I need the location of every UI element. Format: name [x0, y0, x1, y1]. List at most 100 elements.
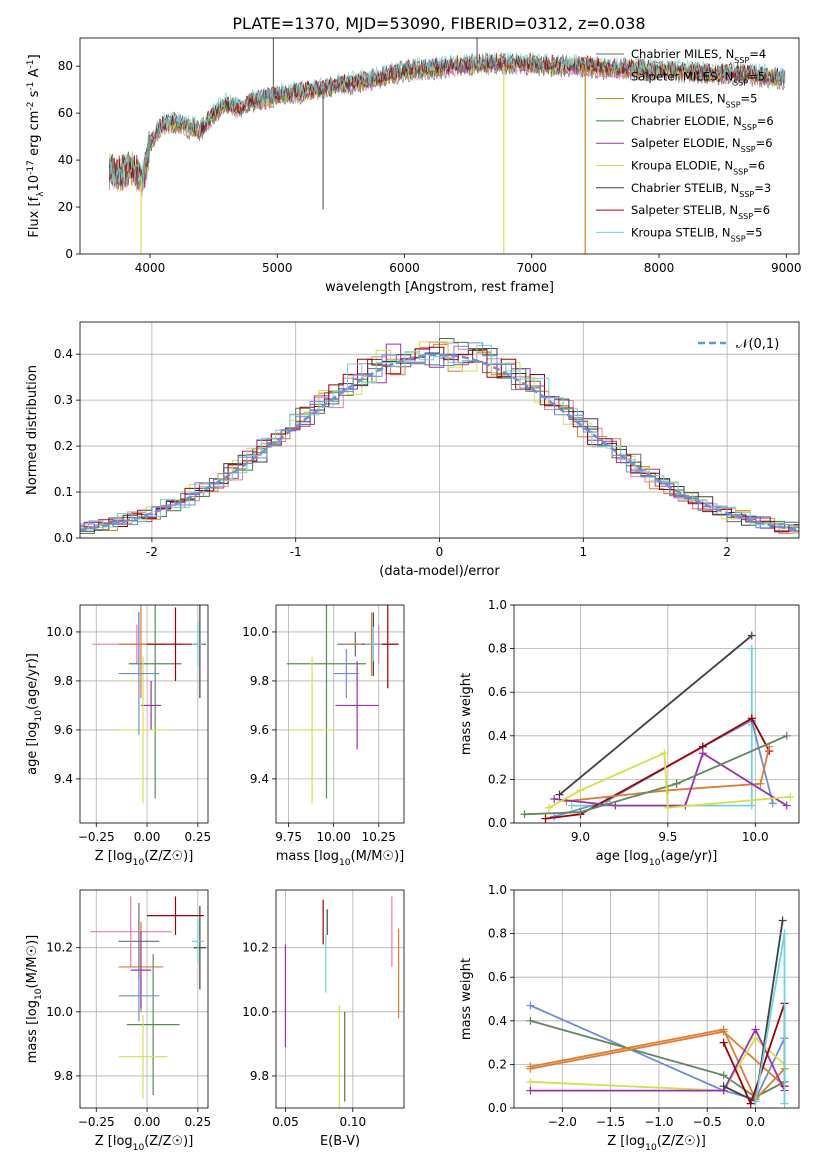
errorbar-point [286, 605, 367, 799]
weight-marker [751, 1034, 760, 1043]
legend-label: Kroupa MILES, NSSP=5 [631, 92, 757, 110]
label-part: log [113, 1134, 133, 1149]
label-part: Normed distribution [25, 365, 40, 495]
plot-area [80, 338, 799, 534]
label-part: (Z/Z☉)] [657, 1134, 706, 1149]
plot-area [92, 605, 206, 804]
weight-marker [778, 916, 787, 925]
errorbar-point [140, 680, 162, 730]
label-part: 10 [133, 1143, 145, 1153]
weight-marker [663, 803, 672, 812]
y-tick-label: 10.0 [46, 1005, 73, 1019]
x-tick-label: -1 [290, 545, 302, 559]
legend-text: Chabrier ELODIE, N [631, 114, 742, 128]
legend: 𝒩(0,1) [698, 337, 779, 352]
y-tick-label: 10.0 [242, 625, 269, 639]
axes-frame [513, 604, 800, 824]
y-tick-label: 9.8 [54, 1069, 73, 1083]
errorbar-point [335, 661, 379, 750]
legend-sub: SSP [733, 78, 748, 87]
x-tick-label: 9.0 [571, 830, 590, 844]
weight-marker [747, 631, 756, 640]
x-tick-label: 0 [436, 545, 444, 559]
weight-marker [672, 779, 681, 788]
errorbar-point [126, 954, 180, 1096]
weight-series [544, 749, 795, 812]
weight-marker [719, 1071, 728, 1080]
label-part: (age/yr)] [660, 849, 717, 864]
weight-marker [747, 801, 756, 810]
axes-frame [275, 604, 405, 824]
y-tick-label: 0.2 [488, 1057, 507, 1071]
label-part: age [ [25, 741, 40, 774]
weight-marker [526, 1001, 535, 1010]
legend-label: Salpeter MILES, NSSP=5 [631, 69, 765, 87]
y-tick-label: 0.0 [488, 816, 507, 830]
weight-marker [768, 799, 777, 808]
label-part: 10 [34, 988, 44, 1000]
plot-area [286, 605, 399, 804]
panel-mass-vs-Z: −0.25 0.00 0.259.810.010.2Z [log10(Z/Z☉)]m… [25, 889, 211, 1153]
legend-label: Salpeter STELIB, NSSP=6 [631, 203, 770, 221]
weight-marker [555, 790, 564, 799]
label-part: mass [ [25, 1020, 40, 1063]
weight-marker [780, 1099, 789, 1108]
weight-series [567, 644, 756, 810]
x-axis-label: age [log10(age/yr)] [596, 849, 718, 868]
x-tick-label: −0.25 [78, 1115, 115, 1129]
x-tick-label: −2.0 [548, 1115, 577, 1129]
legend-text: Salpeter ELODIE, N [631, 136, 741, 150]
label-part: log [25, 722, 40, 742]
label-part: 10 [27, 175, 42, 192]
weight-marker [756, 779, 765, 788]
weight-marker [526, 1064, 535, 1073]
panel-age-vs-Z: −0.25 0.00 0.259.49.69.810.0Z [log10(Z/Z☉)… [25, 604, 211, 868]
x-tick-label: 0.25 [184, 830, 211, 844]
histogram-series [80, 342, 799, 534]
label-part: s [27, 90, 42, 101]
errorbar-point [288, 656, 336, 804]
y-axis-label: mass weight [459, 958, 474, 1040]
legend-text: Chabrier STELIB, N [631, 181, 739, 195]
y-tick-label: 0.4 [488, 729, 507, 743]
y-tick-label: 9.6 [54, 723, 73, 737]
errorbar-point [147, 896, 204, 935]
legend-sub: SSP [726, 100, 741, 109]
label-part: mass weight [459, 673, 474, 755]
y-tick-label: 80 [58, 59, 73, 73]
weight-marker [520, 810, 529, 819]
plot-area [526, 916, 789, 1108]
spectrum-line [108, 52, 786, 188]
errorbar-point [118, 1015, 168, 1099]
y-tick-label: 9.4 [250, 772, 269, 786]
axes-frame [79, 889, 209, 1109]
weight-marker [576, 786, 585, 795]
y-tick-label: 10.2 [46, 941, 73, 955]
label-part: mass weight [459, 958, 474, 1040]
x-tick-label: −0.5 [693, 1115, 722, 1129]
legend-sub: SSP [733, 167, 748, 176]
y-tick-label: 1.0 [488, 883, 507, 897]
legend-label: Kroupa STELIB, NSSP=5 [631, 225, 762, 243]
x-tick-label: 8000 [644, 261, 675, 275]
weight-marker [747, 714, 756, 723]
panel-residuals: 𝒩(0,1) -2 -1 0 1 2 0.0 0.1 0.2 0.3 0.4 (data-model)… [25, 321, 800, 579]
weight-marker [719, 1082, 728, 1091]
weight-line [722, 1003, 786, 1107]
label-part: log [25, 1000, 40, 1020]
label-part: log [629, 849, 649, 864]
weight-series [562, 742, 774, 806]
weight-marker [660, 749, 669, 758]
y-tick-label: 0 [65, 247, 73, 261]
weight-marker [576, 808, 585, 817]
legend-text: Salpeter STELIB, N [631, 203, 738, 217]
y-tick-label: 0.0 [54, 531, 73, 545]
label-part: erg cm [27, 111, 42, 160]
label-part: log [319, 849, 339, 864]
panel-mass-vs-EBV: 0.05 0.10 9.8 10.0 10.2 E(B-V) [242, 889, 405, 1149]
x-tick-label: 9.75 [275, 830, 302, 844]
label-part: log [625, 1134, 645, 1149]
